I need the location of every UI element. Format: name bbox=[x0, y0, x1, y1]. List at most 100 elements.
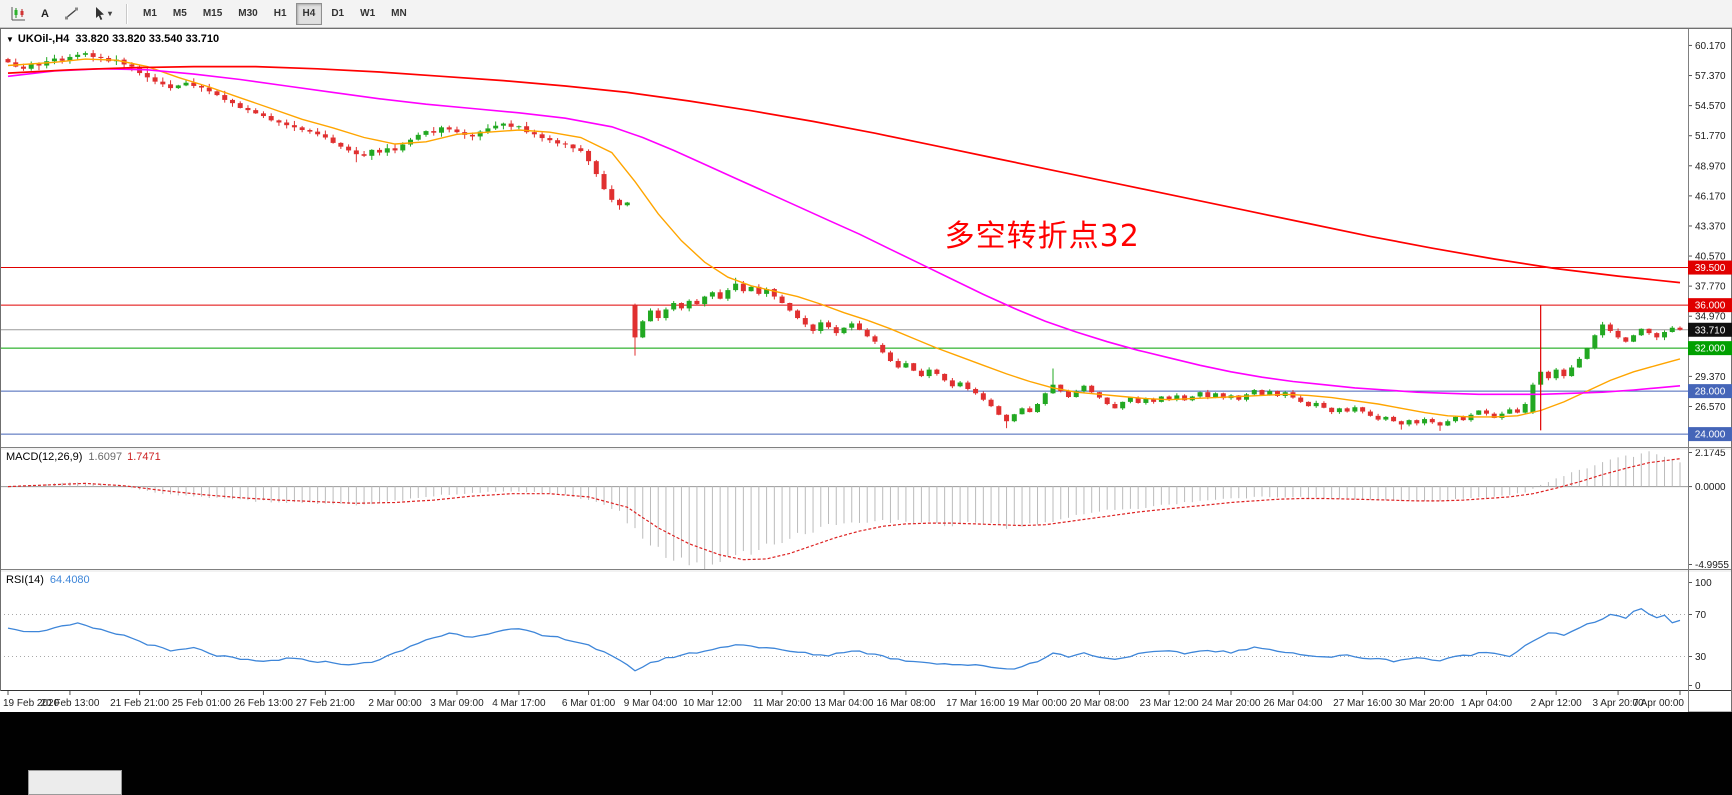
candle bbox=[1429, 419, 1435, 423]
price-axis-label: 48.970 bbox=[1695, 161, 1726, 172]
candle bbox=[75, 54, 81, 57]
timeframe-button-m5[interactable]: M5 bbox=[166, 3, 194, 25]
candle bbox=[144, 73, 150, 78]
time-axis-label: 2 Mar 00:00 bbox=[368, 698, 422, 709]
candle bbox=[1445, 421, 1451, 426]
candle bbox=[1004, 414, 1010, 422]
candle bbox=[1019, 408, 1025, 415]
time-axis-label: 9 Mar 04:00 bbox=[624, 698, 678, 709]
current-price-badge[interactable]: 33.710 bbox=[1688, 322, 1732, 337]
candle bbox=[1375, 415, 1381, 420]
candle bbox=[1174, 395, 1180, 400]
candle bbox=[400, 144, 406, 151]
timeframe-button-m30[interactable]: M30 bbox=[231, 3, 264, 25]
candle bbox=[346, 146, 352, 151]
price-badge-39.500[interactable]: 39.500 bbox=[1688, 260, 1732, 275]
candle bbox=[1220, 393, 1226, 399]
candle bbox=[1592, 335, 1598, 349]
candle bbox=[733, 283, 739, 291]
toolbar-separator bbox=[126, 3, 129, 24]
candle bbox=[384, 148, 390, 153]
candle bbox=[152, 77, 158, 82]
candle bbox=[1104, 397, 1110, 405]
price-axis-label: 43.370 bbox=[1695, 221, 1726, 232]
candle bbox=[1050, 384, 1056, 394]
timeframe-button-w1[interactable]: W1 bbox=[353, 3, 382, 25]
candle bbox=[454, 129, 460, 133]
candle bbox=[1507, 409, 1513, 414]
candle bbox=[655, 310, 661, 319]
time-axis-label: 21 Feb 21:00 bbox=[110, 698, 169, 709]
macd-axis-label: -4.9955 bbox=[1695, 560, 1729, 571]
chart-background bbox=[0, 29, 1732, 712]
candle bbox=[1615, 330, 1621, 338]
price-badge-28.000[interactable]: 28.000 bbox=[1688, 384, 1732, 399]
candle bbox=[1027, 408, 1033, 413]
taskbar-window-fragment[interactable] bbox=[28, 770, 122, 795]
svg-text:36.000: 36.000 bbox=[1695, 301, 1726, 312]
candle bbox=[1522, 404, 1528, 413]
candle bbox=[686, 300, 692, 309]
cursor-tool-button[interactable]: ▾ bbox=[87, 3, 118, 25]
candle bbox=[547, 138, 553, 141]
timeframe-button-mn[interactable]: MN bbox=[384, 3, 414, 25]
price-axis[interactable] bbox=[1688, 29, 1732, 712]
candle bbox=[1460, 416, 1466, 421]
timeframe-button-m1[interactable]: M1 bbox=[136, 3, 164, 25]
candle bbox=[849, 323, 855, 328]
candle bbox=[1406, 420, 1412, 425]
price-badge-24.000[interactable]: 24.000 bbox=[1688, 427, 1732, 442]
candle bbox=[1654, 333, 1660, 338]
candle bbox=[438, 127, 444, 133]
candle bbox=[748, 286, 754, 292]
candle bbox=[1383, 416, 1389, 420]
candle bbox=[1213, 393, 1219, 398]
price-badge-36.000[interactable]: 36.000 bbox=[1688, 298, 1732, 313]
candle bbox=[1182, 395, 1188, 401]
price-badge-32.000[interactable]: 32.000 bbox=[1688, 341, 1732, 356]
candle bbox=[1058, 384, 1064, 392]
candle bbox=[709, 292, 715, 297]
candle bbox=[1298, 397, 1304, 402]
candle bbox=[826, 322, 832, 328]
time-axis[interactable] bbox=[0, 691, 1688, 712]
price-axis-label: 51.770 bbox=[1695, 131, 1726, 142]
candle bbox=[307, 130, 313, 132]
ma-fast-line bbox=[7, 58, 1681, 418]
candle bbox=[640, 321, 646, 338]
macd-axis-label: 0.0000 bbox=[1695, 482, 1726, 493]
candle bbox=[1143, 398, 1149, 403]
chart-type-icon[interactable] bbox=[5, 3, 32, 25]
candle bbox=[980, 393, 986, 400]
candle bbox=[1011, 414, 1017, 422]
candle bbox=[423, 131, 429, 135]
candle bbox=[841, 327, 847, 334]
candle bbox=[431, 131, 437, 133]
timeframe-button-h4[interactable]: H4 bbox=[295, 2, 323, 25]
macd-main-value: 1.6097 bbox=[88, 451, 123, 463]
time-axis-label: 27 Mar 16:00 bbox=[1333, 698, 1392, 709]
rsi-label: RSI(14) 64.4080 bbox=[6, 574, 90, 586]
candle bbox=[949, 380, 955, 387]
candle bbox=[1545, 371, 1551, 379]
shapes-tool-button[interactable] bbox=[58, 3, 85, 25]
candle bbox=[617, 199, 623, 206]
time-axis-label: 20 Feb 13:00 bbox=[40, 698, 99, 709]
candle bbox=[973, 388, 979, 394]
timeframe-button-m15[interactable]: M15 bbox=[196, 3, 229, 25]
timeframe-button-h1[interactable]: H1 bbox=[267, 3, 294, 25]
candle bbox=[245, 107, 251, 111]
ma-slow-line bbox=[7, 65, 1681, 284]
candle bbox=[1259, 390, 1265, 395]
candle bbox=[787, 303, 793, 311]
time-axis-label: 26 Mar 04:00 bbox=[1263, 698, 1322, 709]
text-tool-button[interactable]: A bbox=[34, 3, 56, 25]
candle bbox=[90, 53, 96, 57]
timeframe-button-d1[interactable]: D1 bbox=[324, 3, 351, 25]
time-axis-label: 7 Apr 00:00 bbox=[1633, 698, 1685, 709]
candle bbox=[887, 352, 893, 362]
candle bbox=[1600, 324, 1606, 336]
candle bbox=[531, 132, 537, 135]
